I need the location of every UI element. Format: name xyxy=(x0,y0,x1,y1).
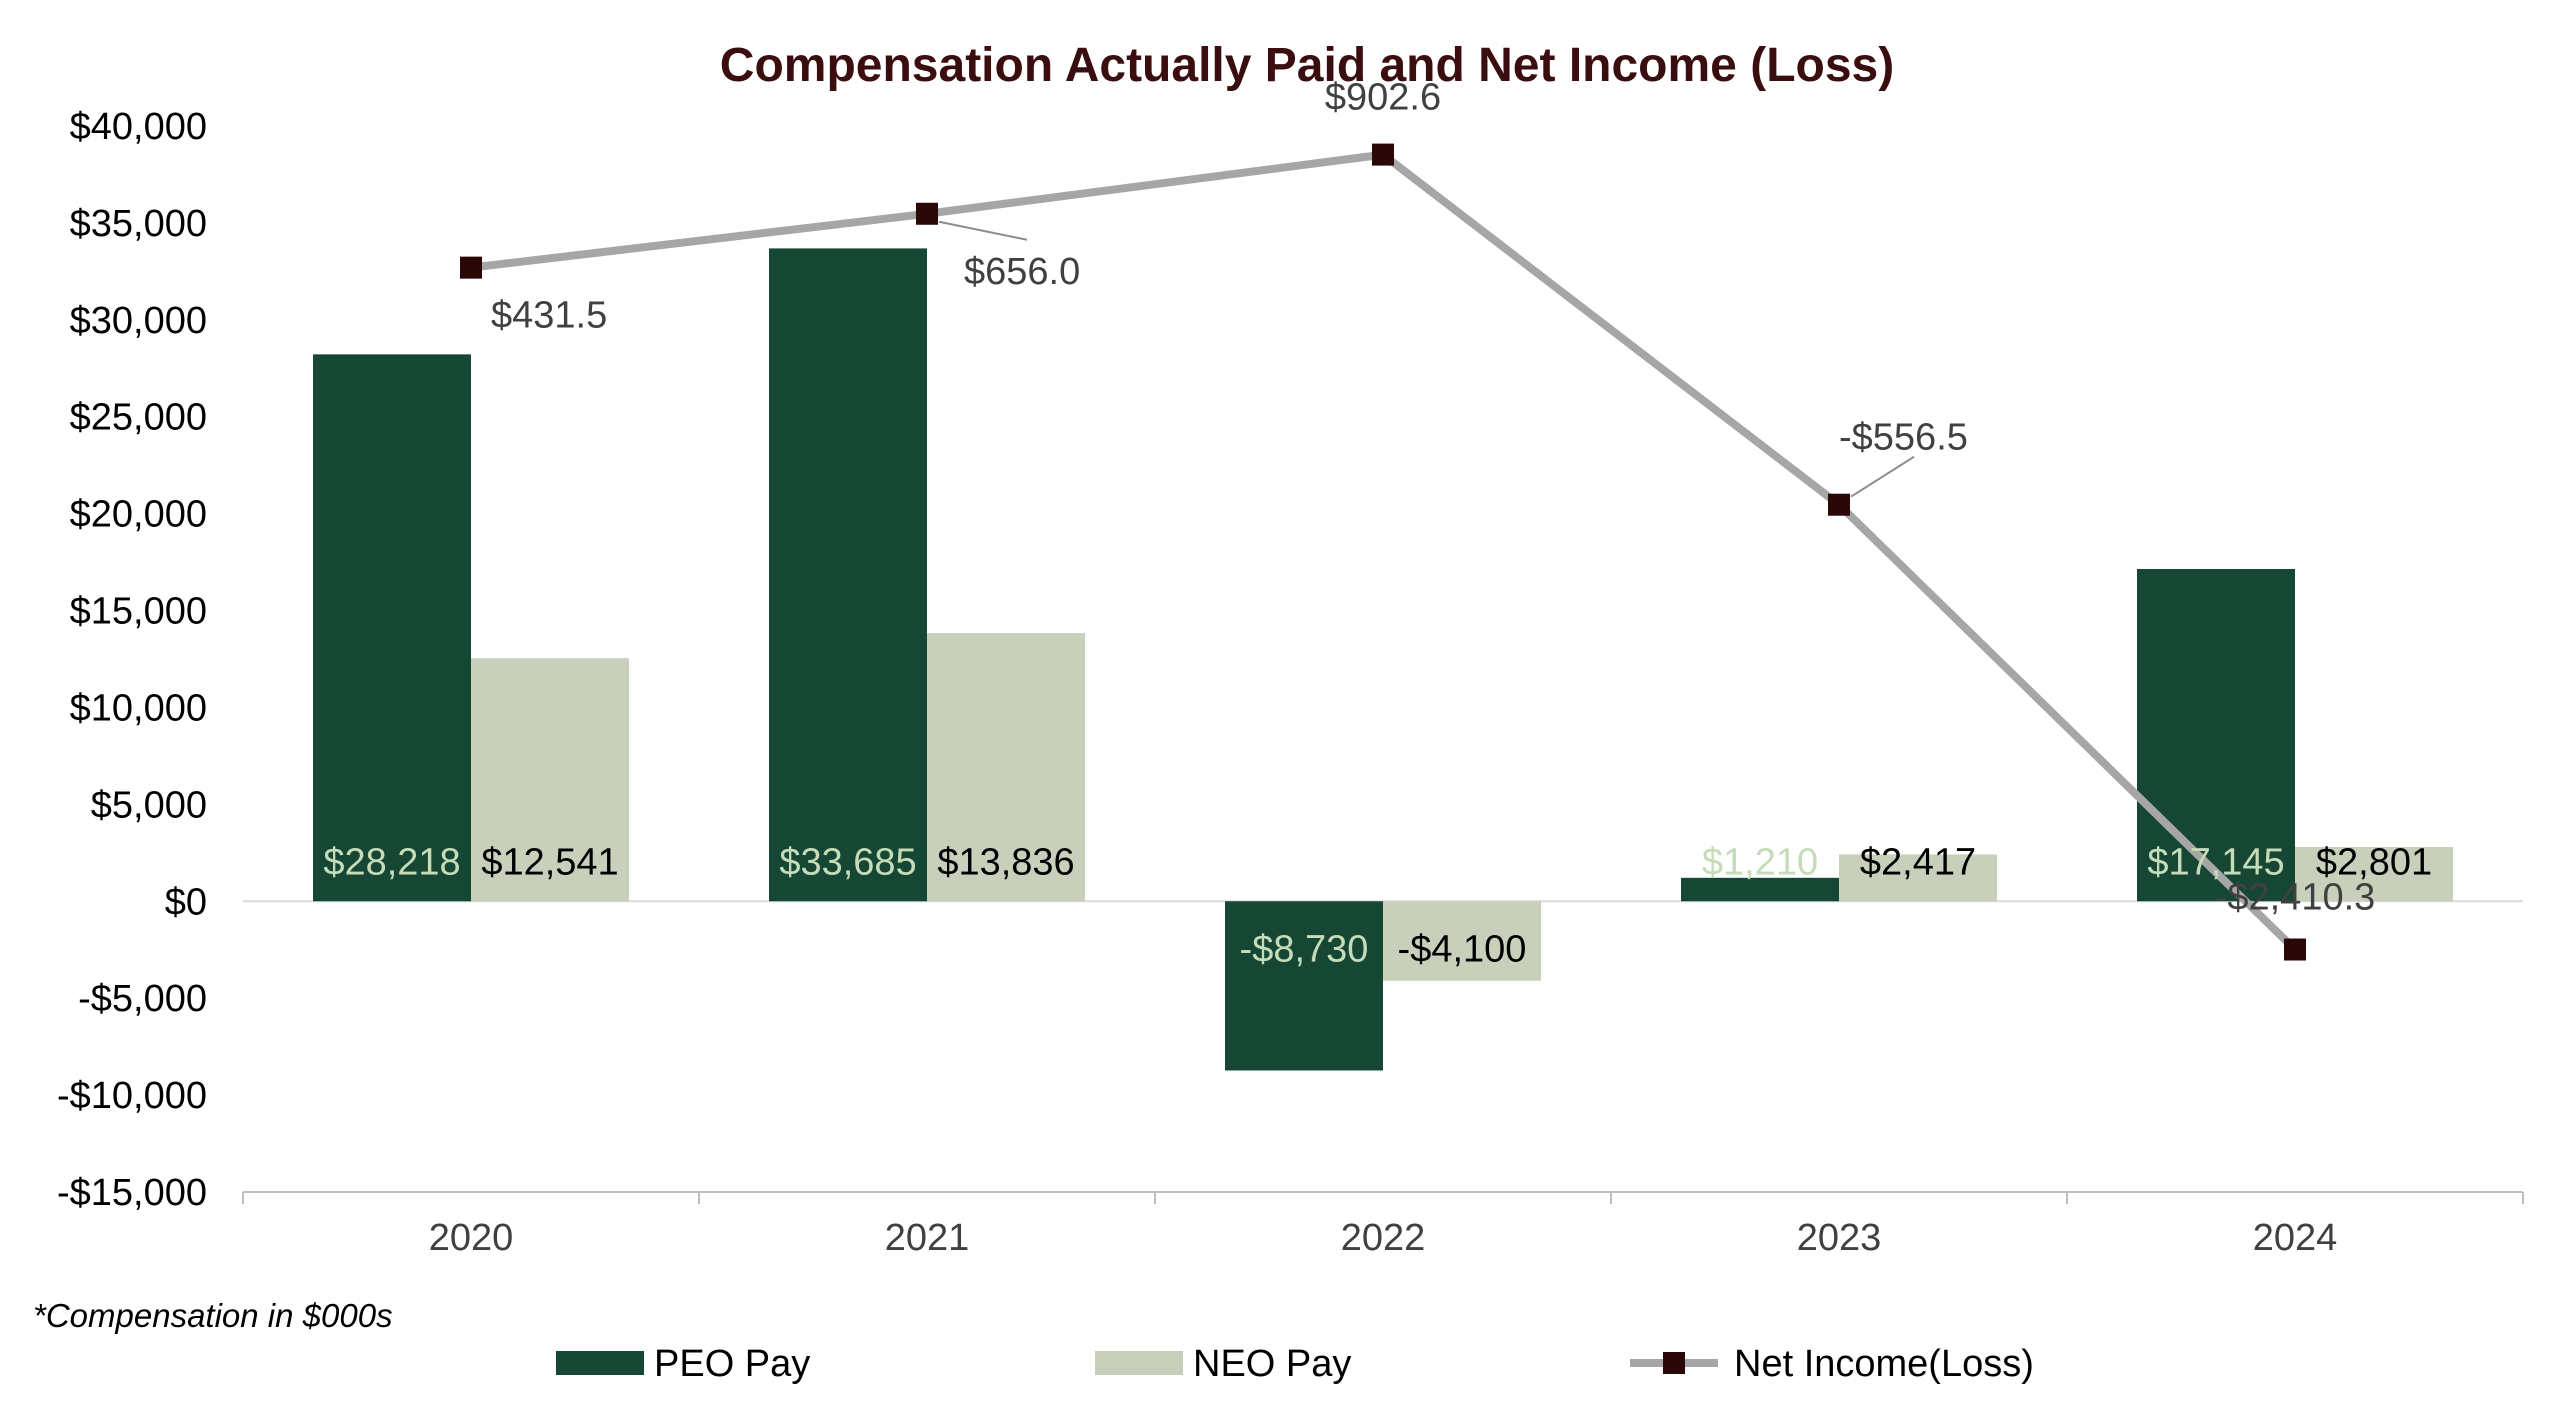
y-tick-label: -$5,000 xyxy=(78,978,207,1020)
net-income-label-2021: $656.0 xyxy=(964,251,1080,293)
net-income-line xyxy=(460,143,2306,961)
neo-pay-label-2023: $2,417 xyxy=(1860,841,1976,883)
y-tick-label: $0 xyxy=(165,881,207,923)
peo-pay-label-2024: $17,145 xyxy=(2147,841,2284,883)
peo-pay-bar-2020 xyxy=(313,354,471,902)
net-income-leader xyxy=(1850,455,1915,498)
neo-pay-label-2022: -$4,100 xyxy=(1398,928,1527,970)
x-tick-label: 2020 xyxy=(429,1217,514,1259)
y-tick-label: -$10,000 xyxy=(57,1075,207,1117)
legend-peo-pay-swatch xyxy=(556,1351,644,1375)
net-income-marker-2021 xyxy=(916,202,938,225)
y-tick-label: $25,000 xyxy=(70,397,207,439)
peo-pay-label-2021: $33,685 xyxy=(779,841,916,883)
y-tick-label: -$15,000 xyxy=(57,1172,207,1214)
net-income-label-2020: $431.5 xyxy=(491,295,607,337)
neo-pay-bar-2022 xyxy=(1383,901,1541,981)
neo-pay-bar-2021 xyxy=(927,633,1085,902)
neo-pay-bar-2024 xyxy=(2295,846,2453,902)
x-axis: 2020 2021 2022 2023 2024 xyxy=(242,900,2524,1259)
net-income-marker-2022 xyxy=(1372,143,1394,166)
legend-net-income-swatch-marker xyxy=(1663,1352,1685,1374)
y-tick-label: $40,000 xyxy=(70,106,207,148)
x-tick-label: 2021 xyxy=(885,1217,970,1259)
peo-pay-label-2023: $1,210 xyxy=(1702,841,1818,883)
chart-title: Compensation Actually Paid and Net Incom… xyxy=(720,39,1894,92)
neo-pay-label-2020: $12,541 xyxy=(481,841,618,883)
peo-pay-bar-2021 xyxy=(769,248,927,902)
y-tick-label: $30,000 xyxy=(70,300,207,342)
y-tick-label: $35,000 xyxy=(70,203,207,245)
legend-net-income: Net Income(Loss) xyxy=(1630,1343,2034,1385)
legend-peo-pay: PEO Pay xyxy=(556,1343,810,1385)
x-tick-label: 2022 xyxy=(1341,1217,1426,1259)
net-income-marker-2024 xyxy=(2284,938,2306,961)
net-income-leader xyxy=(938,220,1028,241)
net-income-polyline xyxy=(470,150,2298,953)
legend-neo-pay-swatch xyxy=(1095,1351,1183,1375)
neo-pay-label-2024: $2,801 xyxy=(2316,841,2432,883)
data-labels: $28,218 $33,685 -$8,730 $1,210 $17,145 $12,54… xyxy=(323,77,2432,971)
neo-pay-bar-2020 xyxy=(471,658,629,902)
peo-pay-bar-2023 xyxy=(1681,877,1839,902)
legend-neo-pay-text: NEO Pay xyxy=(1193,1343,1351,1385)
x-tick-label: 2024 xyxy=(2253,1217,2338,1259)
legend-net-income-text: Net Income(Loss) xyxy=(1734,1343,2034,1385)
net-income-label-2022: $902.6 xyxy=(1325,77,1441,119)
y-tick-label: $5,000 xyxy=(91,784,207,826)
legend: PEO Pay NEO Pay Net Income(Loss) xyxy=(556,1343,2034,1385)
peo-pay-bar-2022 xyxy=(1225,901,1383,1071)
legend-peo-pay-text: PEO Pay xyxy=(654,1343,810,1385)
neo-pay-bar-2023 xyxy=(1839,854,1997,902)
net-income-marker-2020 xyxy=(460,256,482,279)
y-tick-label: $15,000 xyxy=(70,591,207,633)
legend-neo-pay: NEO Pay xyxy=(1095,1343,1351,1385)
net-income-marker-2023 xyxy=(1828,493,1850,516)
y-tick-label: $20,000 xyxy=(70,494,207,536)
footnote: *Compensation in $000s xyxy=(33,1297,393,1334)
peo-pay-label-2020: $28,218 xyxy=(323,841,460,883)
net-income-label-2024: -$2,410.3 xyxy=(2215,877,2376,919)
peo-pay-bar-2024 xyxy=(2137,568,2295,902)
bars xyxy=(313,248,2453,1071)
x-tick-label: 2023 xyxy=(1797,1217,1882,1259)
net-income-label-2023: -$556.5 xyxy=(1839,417,1968,459)
y-axis: $40,000 $35,000 $30,000 $25,000 $20,000 $15,0… xyxy=(57,106,207,1214)
peo-pay-label-2022: -$8,730 xyxy=(1240,928,1369,970)
y-tick-label: $10,000 xyxy=(70,687,207,729)
neo-pay-label-2021: $13,836 xyxy=(937,841,1074,883)
